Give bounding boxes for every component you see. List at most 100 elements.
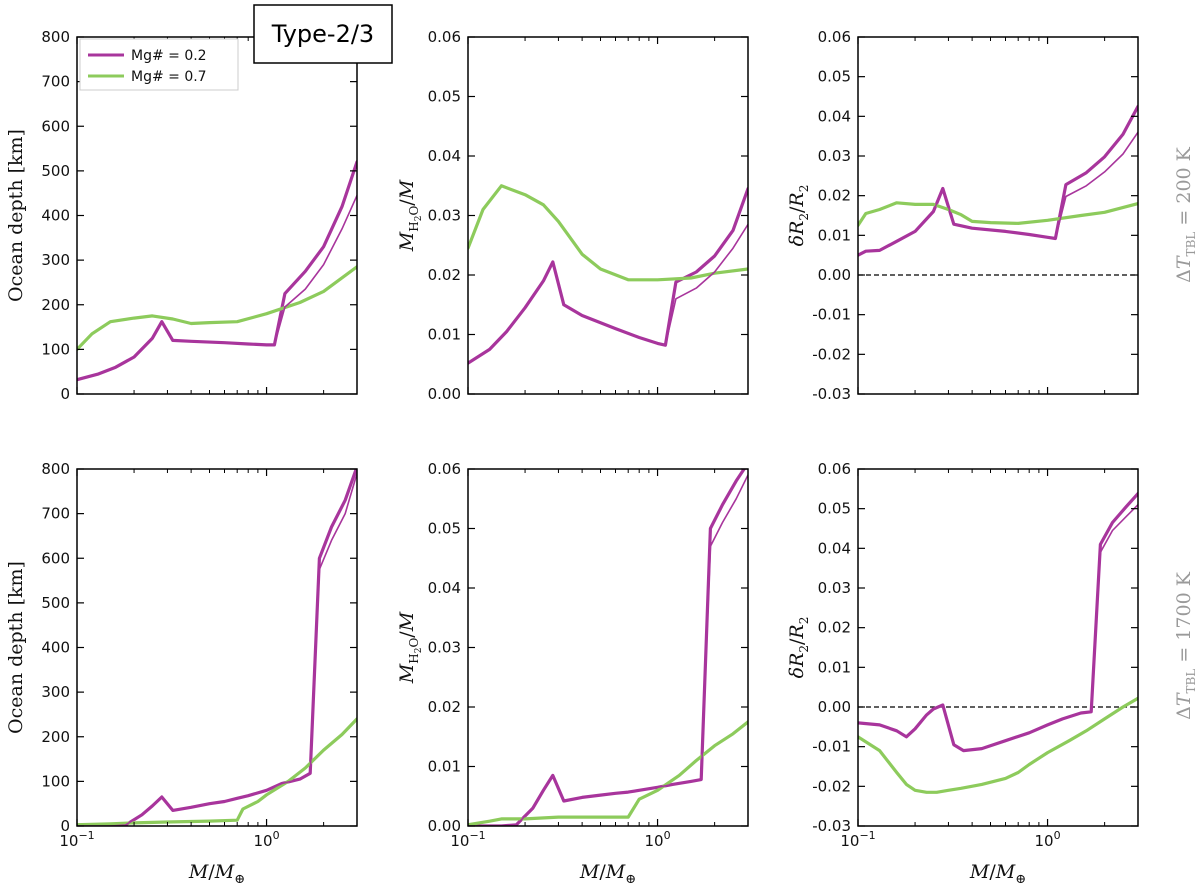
y-tick-label: 700 bbox=[41, 73, 70, 91]
y-axis-label: Ocean depth [km] bbox=[5, 129, 27, 302]
y-tick-label: 300 bbox=[41, 683, 70, 701]
y-tick-label: 0.01 bbox=[428, 758, 461, 776]
series-line-mg-0-7 bbox=[858, 696, 1138, 794]
y-axis-label: MH2O/M bbox=[396, 611, 424, 684]
y-tick-label: -0.03 bbox=[812, 817, 851, 835]
panel-bottom-right: -0.03 -0.02 -0.01 0.00 0.01 0.02 0.03 0.04 0.05 0… bbox=[786, 460, 1139, 887]
x-axis-label: M/M⊕ bbox=[579, 861, 636, 887]
series-line-mg-0-2-thin bbox=[468, 223, 748, 364]
series-line-mg-0-2-thin bbox=[468, 474, 748, 826]
y-tick-label: -0.02 bbox=[812, 345, 851, 363]
y-tick-label: 0.03 bbox=[428, 639, 461, 657]
y-tick-label: 400 bbox=[41, 207, 70, 225]
x-tick-label: 10−1 bbox=[450, 829, 485, 850]
series-line-mg-0-7 bbox=[77, 265, 357, 351]
series-group bbox=[468, 184, 748, 365]
series-line-mg-0-2-thin bbox=[858, 503, 1138, 752]
panel-top-middle: 0.00 0.01 0.02 0.03 0.04 0.05 0.06 MH2O/M bbox=[396, 28, 749, 403]
x-tick-label: 100 bbox=[1035, 829, 1061, 850]
y-tick-label: 0.02 bbox=[428, 698, 461, 716]
axes-frame bbox=[467, 36, 749, 395]
y-tick-label: 0.04 bbox=[818, 539, 851, 557]
panel-top-right: -0.03 -0.02 -0.01 0.00 0.01 0.02 0.03 0.04 0.05 0… bbox=[786, 28, 1139, 403]
row-label-bottom: ΔTTBL = 1700 K bbox=[1173, 571, 1198, 720]
series-group bbox=[77, 469, 357, 826]
axes-frame bbox=[76, 36, 358, 395]
y-tick-label: 100 bbox=[41, 340, 70, 358]
panels-group: 0 100 200 300 400 500 600 700 800 Ocean depth [km… bbox=[5, 28, 1139, 887]
y-tick-label: 200 bbox=[41, 296, 70, 314]
series-line-mg-0-7 bbox=[468, 184, 748, 282]
series-group bbox=[468, 469, 748, 826]
y-tick-label: 600 bbox=[41, 549, 70, 567]
panel-top-left: 0 100 200 300 400 500 600 700 800 Ocean depth [km… bbox=[5, 28, 358, 403]
y-tick-label: 0.02 bbox=[818, 187, 851, 205]
y-tick-label: 0.01 bbox=[818, 658, 851, 676]
y-tick-label: 300 bbox=[41, 251, 70, 269]
series-line-mg-0-2-thin bbox=[77, 194, 357, 381]
y-tick-label: 0 bbox=[60, 385, 70, 403]
y-tick-label: 800 bbox=[41, 28, 70, 46]
y-tick-label: 0.06 bbox=[428, 28, 461, 46]
series-line-mg-0-2 bbox=[77, 469, 357, 826]
panel-bottom-left: 0 100 200 300 400 500 600 700 800 10−1 100 Ocean de… bbox=[5, 460, 358, 887]
axes-frame bbox=[467, 468, 749, 827]
y-tick-label: 0.06 bbox=[428, 460, 461, 478]
y-tick-label: 0.04 bbox=[428, 579, 461, 597]
y-tick-label: 0.02 bbox=[818, 619, 851, 637]
x-tick-label: 10−1 bbox=[59, 829, 94, 850]
legend-frame bbox=[79, 38, 239, 91]
y-tick-label: 700 bbox=[41, 505, 70, 523]
y-tick-label: 200 bbox=[41, 728, 70, 746]
series-line-mg-0-2 bbox=[858, 104, 1138, 257]
legend: Mg# = 0.2 Mg# = 0.7 bbox=[79, 38, 239, 91]
legend-label-mg-0.2: Mg# = 0.2 bbox=[131, 48, 207, 64]
y-tick-label: 800 bbox=[41, 460, 70, 478]
series-line-mg-0-7 bbox=[77, 717, 357, 826]
x-tick-label: 10−1 bbox=[840, 829, 875, 850]
y-tick-label: 0.05 bbox=[428, 88, 461, 106]
x-axis-label: M/M⊕ bbox=[188, 861, 245, 887]
series-group bbox=[77, 160, 357, 382]
series-line-mg-0-2-thin bbox=[77, 472, 357, 826]
y-tick-label: 0.04 bbox=[818, 107, 851, 125]
series-line-mg-0-2-thin bbox=[858, 131, 1138, 256]
y-tick-label: 600 bbox=[41, 117, 70, 135]
series-line-mg-0-7 bbox=[858, 201, 1138, 227]
y-axis-label: MH2O/M bbox=[396, 179, 424, 252]
axes-frame bbox=[76, 468, 358, 827]
y-tick-label: 500 bbox=[41, 594, 70, 612]
y-tick-label: 0 bbox=[60, 817, 70, 835]
y-axis-label: Ocean depth [km] bbox=[5, 561, 27, 734]
series-group bbox=[858, 104, 1138, 257]
figure-badge: Type-2/3 bbox=[253, 4, 393, 64]
y-tick-label: 0.03 bbox=[818, 147, 851, 165]
figure-badge-label: Type-2/3 bbox=[271, 20, 374, 48]
series-line-mg-0-7 bbox=[468, 720, 748, 826]
y-tick-label: 0.03 bbox=[818, 579, 851, 597]
y-tick-label: -0.02 bbox=[812, 777, 851, 795]
x-tick-label: 100 bbox=[254, 829, 280, 850]
y-tick-label: -0.01 bbox=[812, 738, 851, 756]
y-tick-label: 0.05 bbox=[428, 520, 461, 538]
y-axis-label: δR2/R2 bbox=[786, 185, 811, 247]
figure-badge-frame bbox=[253, 4, 393, 64]
axes-frame bbox=[857, 36, 1139, 395]
y-tick-label: -0.03 bbox=[812, 385, 851, 403]
y-axis-label: δR2/R2 bbox=[786, 617, 811, 679]
y-tick-label: 400 bbox=[41, 639, 70, 657]
y-tick-label: 0.06 bbox=[818, 28, 851, 46]
series-line-mg-0-2 bbox=[77, 160, 357, 382]
y-tick-label: 500 bbox=[41, 162, 70, 180]
y-tick-label: -0.01 bbox=[812, 306, 851, 324]
y-tick-label: 0.02 bbox=[428, 266, 461, 284]
x-axis-label: M/M⊕ bbox=[969, 861, 1026, 887]
y-tick-label: 0.06 bbox=[818, 460, 851, 478]
row-label-top: ΔTTBL = 200 K bbox=[1173, 146, 1198, 283]
y-tick-label: 0.00 bbox=[818, 698, 851, 716]
y-tick-label: 0.01 bbox=[428, 326, 461, 344]
series-group bbox=[858, 492, 1138, 794]
y-tick-label: 0.04 bbox=[428, 147, 461, 165]
y-tick-label: 100 bbox=[41, 772, 70, 790]
